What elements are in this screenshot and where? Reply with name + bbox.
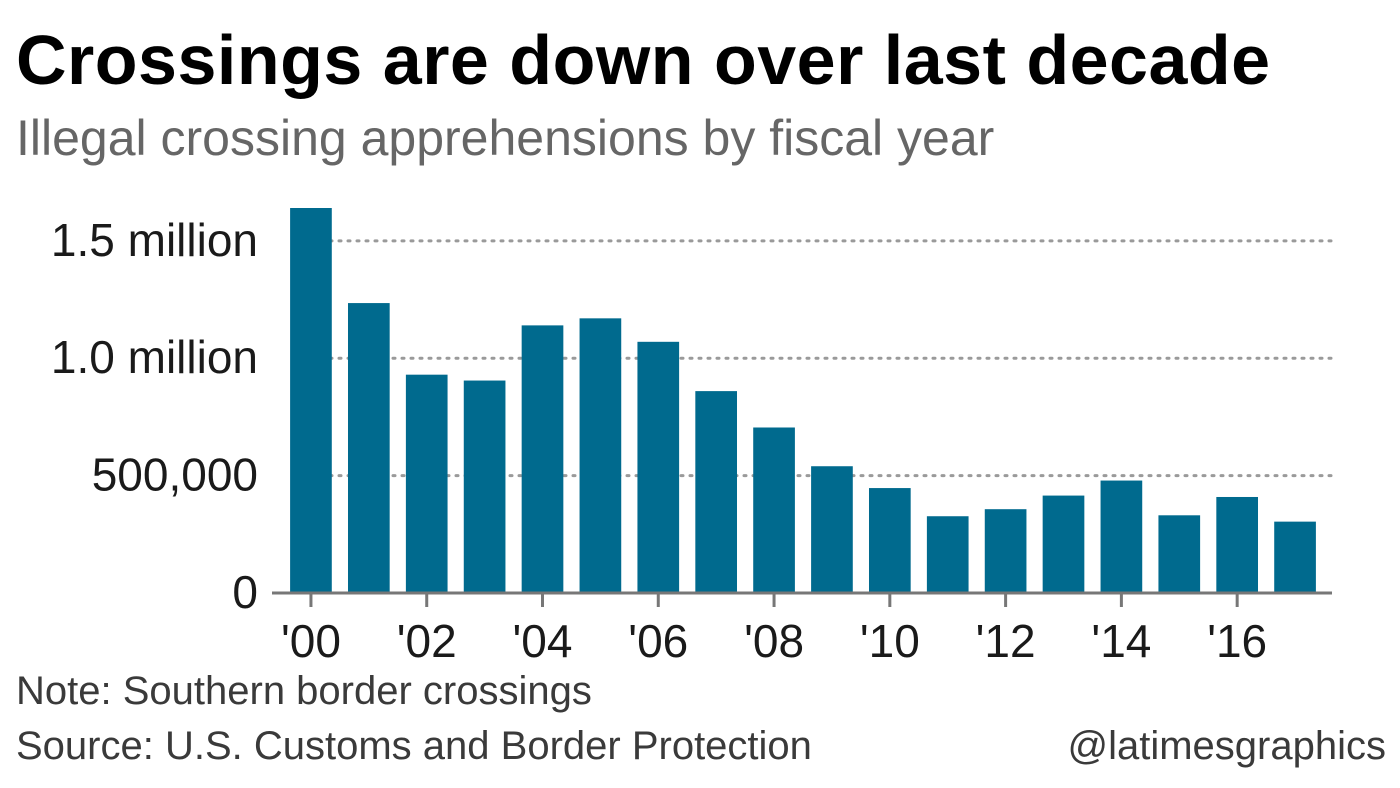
bar-2007: [695, 391, 738, 593]
y-tick-label: 1.5 million: [51, 214, 258, 266]
x-tick-label: '00: [281, 615, 341, 667]
y-tick-label: 500,000: [92, 449, 258, 501]
x-tick-label: '16: [1207, 615, 1267, 667]
x-tick-label: '12: [976, 615, 1036, 667]
bar-2001: [347, 303, 390, 593]
bar-2002: [405, 374, 448, 593]
bar-2017: [1274, 521, 1316, 593]
chart-title: Crossings are down over last decade: [16, 21, 1271, 99]
y-tick-label: 0: [232, 566, 258, 618]
y-tick-label: 1.0 million: [51, 331, 258, 383]
chart-subtitle: Illegal crossing apprehensions by fiscal…: [16, 110, 995, 166]
bar-2006: [637, 341, 680, 593]
x-tick-label: '06: [628, 615, 688, 667]
bars: [290, 208, 1316, 593]
x-tick-label: '08: [744, 615, 804, 667]
x-axis: [272, 591, 1332, 607]
x-tick-label: '14: [1091, 615, 1151, 667]
bar-2015: [1158, 515, 1201, 593]
bar-2016: [1216, 496, 1259, 593]
bar-2008: [753, 427, 795, 593]
chart-note: Note: Southern border crossings: [16, 669, 592, 713]
bar-2004: [521, 325, 564, 593]
bar-2013: [1042, 495, 1085, 593]
x-axis-labels: '00 '02 '04 '06 '08 '10 '12 '14 '16: [281, 615, 1267, 667]
chart-credit: @latimesgraphics: [1067, 724, 1387, 768]
chart-source: Source: U.S. Customs and Border Protecti…: [16, 724, 812, 768]
x-tick-label: '02: [397, 615, 457, 667]
bar-2005: [579, 318, 622, 593]
bar-2003: [463, 380, 506, 593]
x-tick-label: '10: [860, 615, 920, 667]
x-tick-label: '04: [513, 615, 573, 667]
bar-2009: [811, 466, 853, 593]
bar-2011: [926, 516, 969, 593]
bar-2000: [290, 208, 332, 593]
bar-2012: [984, 509, 1027, 593]
y-axis-labels: 0 500,000 1.0 million 1.5 million: [51, 214, 258, 618]
bar-2010: [868, 488, 911, 593]
bar-2014: [1100, 480, 1143, 593]
